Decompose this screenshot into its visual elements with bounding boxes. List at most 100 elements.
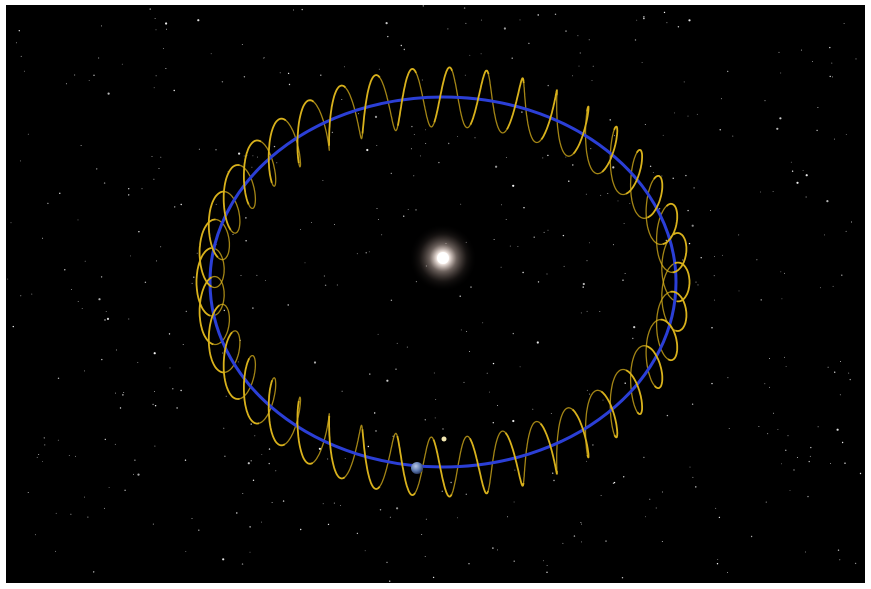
helix-strand-front <box>506 77 525 130</box>
star <box>275 470 277 472</box>
helix-strand-back <box>414 436 434 494</box>
star <box>104 319 106 321</box>
helix-strand-front <box>670 290 688 332</box>
star <box>839 394 841 396</box>
helix-strand-front <box>433 66 453 123</box>
star <box>591 79 593 81</box>
star <box>93 571 95 573</box>
helix-strand-front <box>601 125 619 173</box>
star <box>318 447 321 450</box>
star <box>817 426 819 428</box>
star <box>772 190 774 192</box>
star <box>829 46 831 49</box>
helix-strand-front <box>361 74 381 134</box>
star <box>819 287 821 289</box>
star <box>369 373 371 375</box>
star <box>221 81 224 83</box>
space-scene <box>6 5 865 583</box>
star <box>552 472 554 474</box>
helix-strand-back <box>313 101 330 151</box>
star <box>236 512 238 514</box>
star <box>854 562 857 565</box>
helix-strand-front <box>674 261 691 282</box>
star <box>578 65 580 67</box>
star <box>605 540 607 542</box>
helix-strand-back <box>645 318 661 387</box>
star <box>389 580 391 582</box>
star <box>243 155 245 157</box>
star <box>377 333 379 335</box>
helix-strand-back <box>523 83 542 144</box>
star <box>322 503 324 505</box>
star <box>536 341 539 344</box>
star <box>327 523 330 526</box>
star <box>643 456 645 459</box>
star <box>780 271 782 273</box>
star <box>18 30 20 32</box>
star <box>844 462 846 464</box>
star <box>457 517 458 519</box>
helix-strand-front <box>222 331 240 400</box>
star <box>787 435 789 437</box>
star <box>387 35 389 38</box>
helix-strand-front <box>469 437 490 495</box>
star <box>55 550 57 552</box>
star <box>23 70 25 72</box>
star <box>542 560 544 562</box>
star <box>103 182 106 184</box>
helix-strand-front <box>267 379 286 447</box>
star <box>247 462 250 465</box>
star <box>107 318 109 320</box>
star <box>365 252 367 254</box>
helix-strand-front <box>647 175 664 219</box>
star <box>313 361 317 364</box>
star <box>107 92 110 95</box>
star <box>695 281 697 283</box>
star <box>592 65 594 67</box>
star <box>374 115 378 118</box>
star <box>700 257 702 259</box>
star <box>547 229 549 231</box>
star <box>124 489 126 491</box>
star <box>840 361 841 362</box>
helix-strand-back <box>655 291 671 360</box>
star <box>375 430 377 432</box>
star <box>114 443 116 445</box>
star <box>460 329 462 331</box>
star <box>546 571 548 573</box>
star <box>727 571 729 573</box>
helix-strand-back <box>258 377 277 424</box>
star <box>581 541 582 543</box>
star <box>57 377 60 379</box>
star <box>588 39 590 41</box>
star <box>832 285 834 287</box>
star <box>31 293 33 295</box>
star <box>691 224 694 227</box>
helix-strand-back <box>522 420 541 484</box>
star <box>101 358 103 361</box>
star <box>500 266 502 268</box>
star <box>268 462 270 465</box>
star <box>435 399 437 400</box>
star <box>320 74 322 76</box>
star <box>376 208 378 210</box>
star <box>386 561 388 564</box>
star <box>710 210 712 211</box>
star <box>198 148 200 150</box>
helix-strand-back <box>556 95 574 157</box>
star <box>34 534 36 536</box>
helix-strand-front <box>625 369 643 416</box>
helix-strand-front <box>539 423 558 475</box>
star <box>581 523 583 525</box>
star <box>43 437 45 439</box>
star <box>44 444 46 446</box>
star <box>155 29 157 31</box>
star <box>434 417 436 419</box>
star <box>663 11 666 14</box>
star <box>839 559 841 561</box>
star <box>550 412 552 414</box>
star <box>250 460 252 462</box>
star <box>210 53 212 55</box>
star <box>75 455 76 457</box>
